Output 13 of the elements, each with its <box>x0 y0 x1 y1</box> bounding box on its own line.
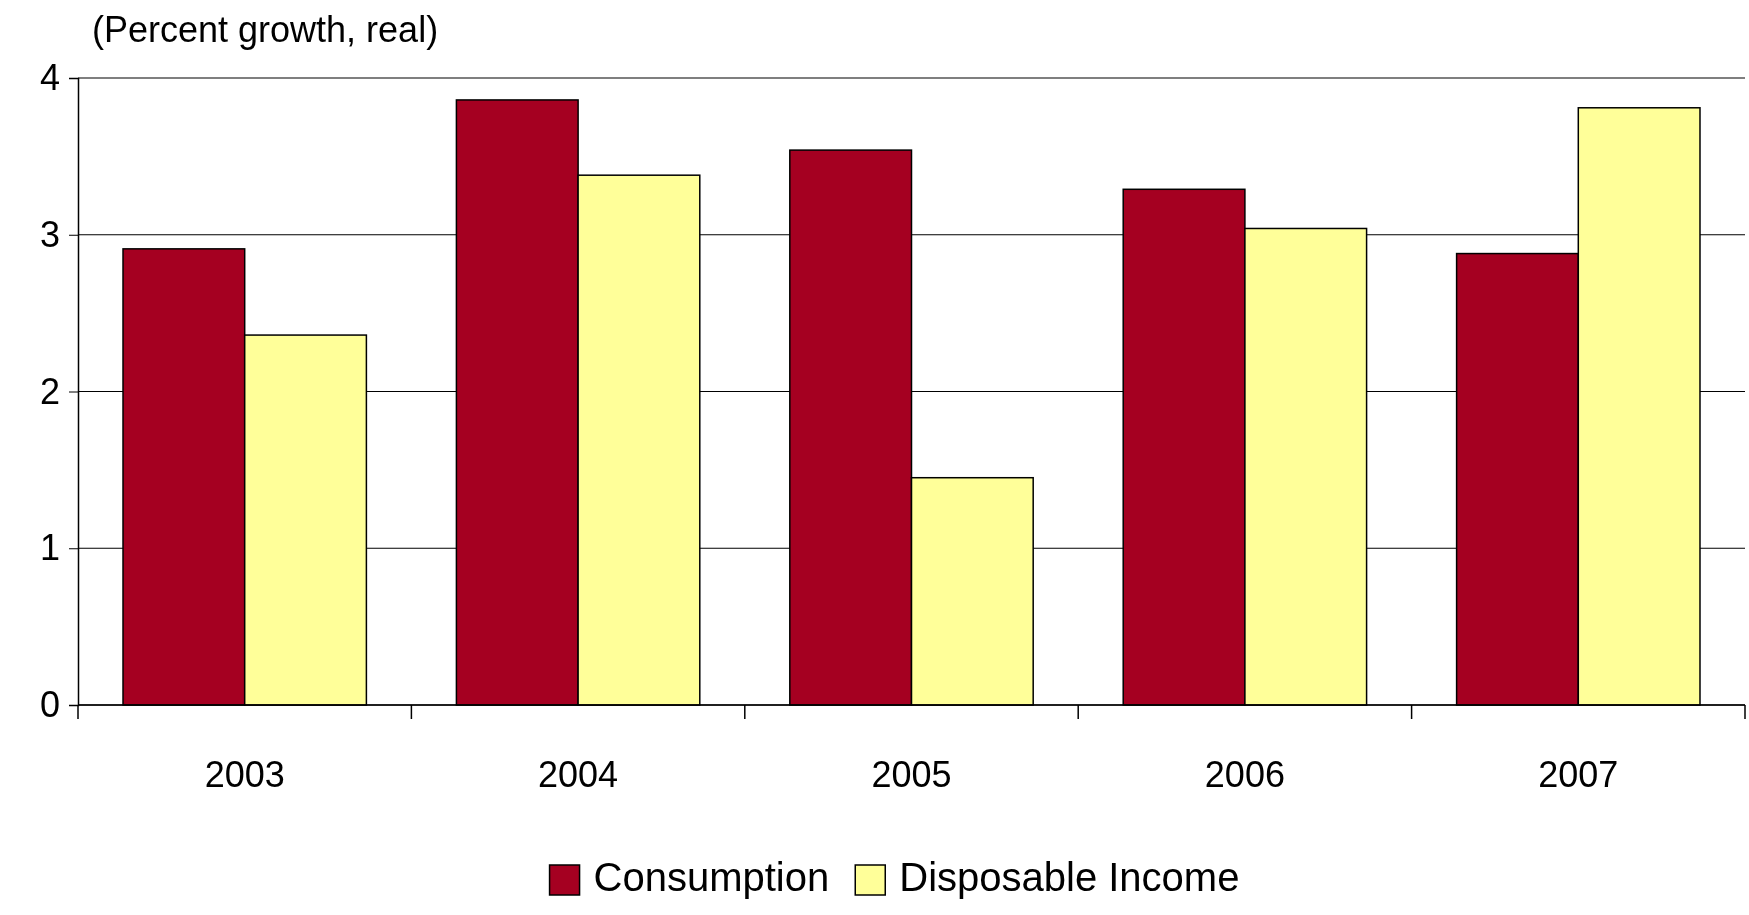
legend-label: Consumption <box>593 855 830 899</box>
x-tick-label: 2004 <box>538 754 619 795</box>
y-tick-label: 1 <box>39 527 60 569</box>
x-tick-label: 2006 <box>1204 754 1285 795</box>
y-tick-label: 0 <box>39 684 60 726</box>
y-tick-label: 2 <box>39 370 60 412</box>
y-tick-label: 3 <box>39 213 60 255</box>
y-axis-title: (Percent growth, real) <box>92 9 439 50</box>
legend-label: Disposable Income <box>899 855 1240 899</box>
x-tick-label: 2005 <box>871 754 952 795</box>
x-tick-label: 2003 <box>204 754 285 795</box>
x-tick-label: 2007 <box>1538 754 1619 795</box>
y-tick-label: 4 <box>39 57 60 99</box>
